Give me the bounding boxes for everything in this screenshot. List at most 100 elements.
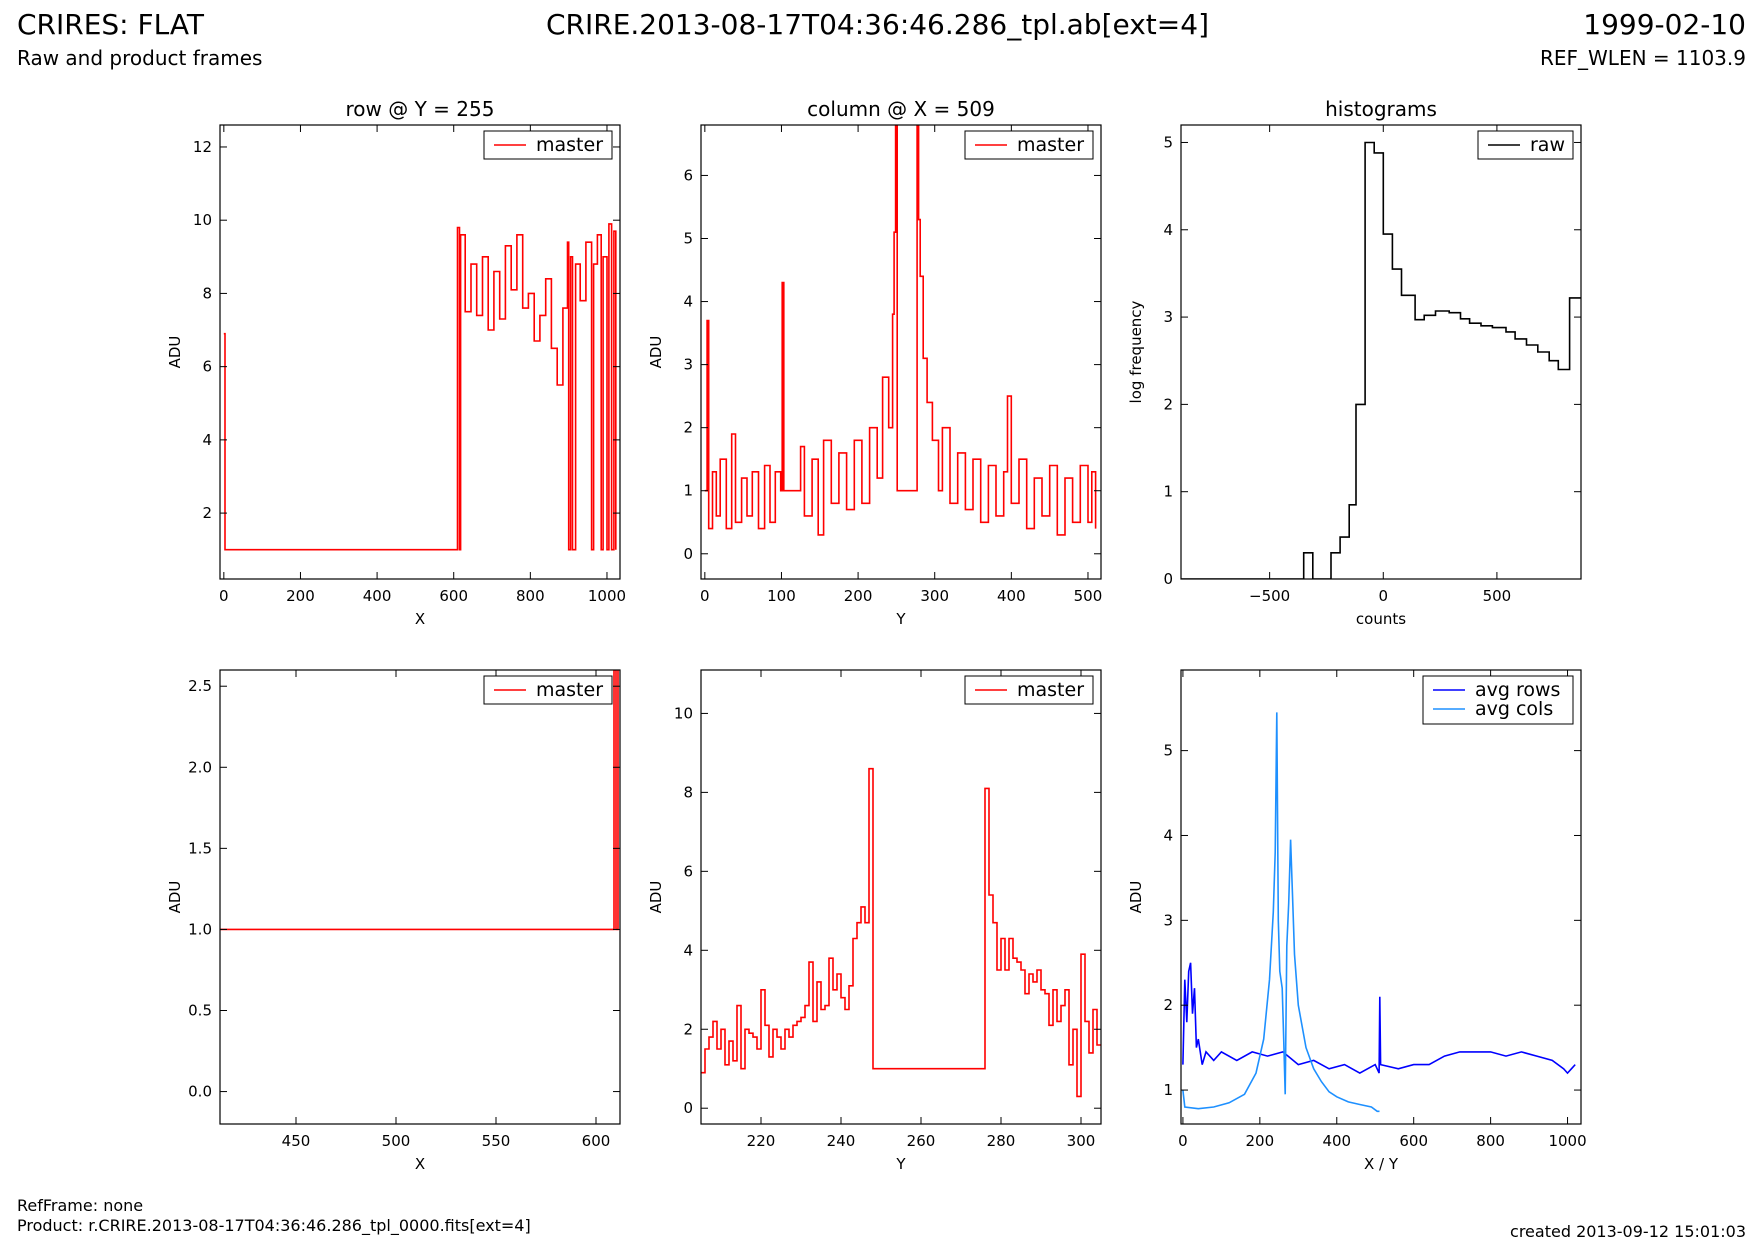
y-tick-label: 4: [1163, 826, 1173, 844]
y-tick-label: 3: [1163, 308, 1173, 326]
y-tick-label: 3: [1163, 911, 1173, 929]
y-tick-label: 5: [683, 230, 693, 248]
x-tick-label: −500: [1249, 587, 1290, 605]
plot-frame: [219, 669, 621, 1125]
x-tick-label: 1000: [1548, 1132, 1586, 1150]
y-tick-label: 3: [683, 356, 693, 374]
y-tick-label: 8: [202, 284, 212, 302]
x-tick-label: 450: [282, 1132, 311, 1150]
report-subtitle: Raw and product frames: [17, 46, 263, 70]
chart-panel-1: 0 200 400 600 800 1000 2 4 6 8 10 12 row @ Y = 255 X A…: [166, 97, 626, 628]
x-tick-label: 550: [482, 1132, 511, 1150]
ref-wlen: REF_WLEN = 1103.9: [1539, 46, 1746, 70]
x-tick-label: 800: [516, 587, 545, 605]
series-line-master: [220, 670, 619, 931]
x-tick-label: 400: [997, 587, 1026, 605]
x-axis-label: X: [415, 610, 425, 628]
created-label: created 2013-09-12 15:01:03: [1510, 1222, 1746, 1241]
y-tick-label: 4: [683, 941, 693, 959]
plot-frame: [1180, 669, 1582, 1125]
legend-label: master: [536, 134, 603, 156]
chart-title: column @ X = 509: [807, 97, 995, 121]
x-tick-label: 500: [1483, 587, 1512, 605]
series-line-master: [701, 767, 1101, 1098]
report-title: CRIRES: FLAT: [17, 8, 204, 41]
chart-panel-4: 450 500 550 600 0.0 0.5 1.0 1.5 2.0 2.5 X ADU master: [166, 669, 621, 1173]
x-tick-label: 100: [767, 587, 796, 605]
y-tick-label: 1.0: [188, 920, 212, 938]
y-tick-label: 4: [683, 293, 693, 311]
legend: master: [483, 675, 613, 705]
y-tick-label: 2.5: [188, 677, 212, 695]
y-tick-label: 4: [202, 431, 212, 449]
y-tick-label: 6: [683, 166, 693, 184]
y-tick-label: 2: [1163, 996, 1173, 1014]
x-tick-label: 500: [1074, 587, 1103, 605]
plot-frame: [219, 124, 621, 580]
y-axis-label: ADU: [166, 336, 184, 369]
legend: raw: [1477, 130, 1574, 160]
y-tick-label: 2: [202, 504, 212, 522]
y-tick-label: 1.5: [188, 839, 212, 857]
series-line-avg-cols: [1182, 712, 1380, 1113]
legend: master: [964, 130, 1094, 160]
x-axis-label: X / Y: [1364, 1155, 1399, 1173]
x-tick-label: 200: [286, 587, 315, 605]
plot-frame: [1180, 124, 1582, 580]
y-tick-label: 0: [1163, 570, 1173, 588]
y-tick-label: 1: [1163, 1081, 1173, 1099]
legend-label: avg cols: [1475, 698, 1553, 720]
legend-label: master: [536, 679, 603, 701]
y-tick-label: 10: [674, 704, 693, 722]
x-tick-label: 280: [987, 1132, 1016, 1150]
y-tick-label: 10: [193, 211, 212, 229]
x-tick-label: 0: [1178, 1132, 1188, 1150]
x-tick-label: 1000: [588, 587, 626, 605]
x-axis-label: Y: [895, 610, 906, 628]
y-tick-label: 6: [683, 862, 693, 880]
y-tick-label: 0.5: [188, 1002, 212, 1020]
series-line-master: [223, 223, 617, 551]
x-tick-label: 240: [827, 1132, 856, 1150]
y-tick-label: 5: [1163, 133, 1173, 151]
series-line-master: [704, 125, 1097, 536]
plot-frame: [700, 669, 1102, 1125]
x-tick-label: 600: [1399, 1132, 1428, 1150]
legend-label: master: [1017, 134, 1084, 156]
y-axis-label: log frequency: [1127, 300, 1145, 403]
x-tick-label: 800: [1476, 1132, 1505, 1150]
y-tick-label: 5: [1163, 742, 1173, 760]
chart-panel-2: 0 100 200 300 400 500 0 1 2 3 4 5 6 column @ X = 509 Y…: [647, 97, 1102, 628]
x-tick-label: 400: [1322, 1132, 1351, 1150]
x-tick-label: 300: [920, 587, 949, 605]
y-tick-label: 2.0: [188, 758, 212, 776]
y-axis-label: ADU: [166, 881, 184, 914]
y-axis-label: ADU: [647, 881, 665, 914]
ref-frame-label: RefFrame: none: [17, 1196, 144, 1215]
x-tick-label: 600: [439, 587, 468, 605]
x-tick-label: 220: [747, 1132, 776, 1150]
legend: master: [964, 675, 1094, 705]
y-tick-label: 6: [202, 358, 212, 376]
y-tick-label: 0: [683, 1099, 693, 1117]
x-tick-label: 200: [1246, 1132, 1275, 1150]
y-tick-label: 8: [683, 783, 693, 801]
chart-panel-6: 0 200 400 600 800 1000 1 2 3 4 5 X / Y ADU avg rowsav…: [1127, 669, 1587, 1173]
legend: master: [483, 130, 613, 160]
y-axis-label: ADU: [647, 336, 665, 369]
chart-title: histograms: [1325, 97, 1437, 121]
plot-frame: [700, 124, 1102, 580]
y-tick-label: 2: [683, 1020, 693, 1038]
x-tick-label: 400: [363, 587, 392, 605]
series-line-avg-rows: [1182, 962, 1576, 1075]
x-tick-label: 0: [700, 587, 710, 605]
y-axis-label: ADU: [1127, 881, 1145, 914]
file-name: CRIRE.2013-08-17T04:36:46.286_tpl.ab[ext…: [545, 8, 1209, 41]
chart-panel-5: 220 240 260 280 300 0 2 4 6 8 10 Y ADU master: [647, 669, 1102, 1173]
x-axis-label: X: [415, 1155, 425, 1173]
y-tick-label: 1: [1163, 483, 1173, 501]
series-line-raw: [1181, 141, 1581, 579]
y-tick-label: 2: [683, 419, 693, 437]
x-axis-label: counts: [1356, 610, 1406, 628]
